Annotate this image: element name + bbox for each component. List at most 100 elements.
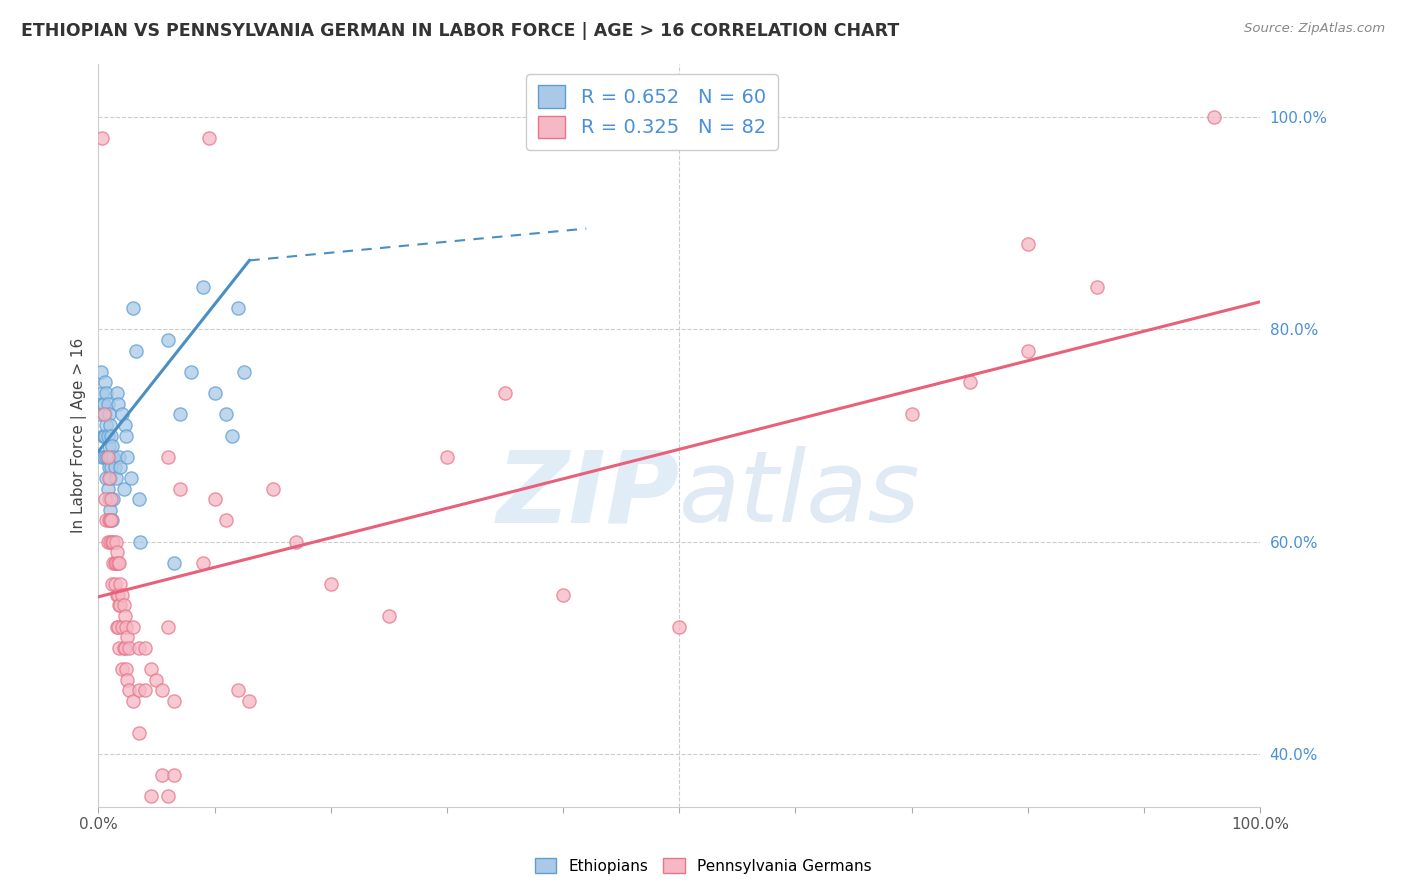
Point bbox=[112, 482, 135, 496]
Point bbox=[97, 513, 120, 527]
Point bbox=[96, 386, 118, 401]
Point bbox=[89, 407, 111, 421]
Point bbox=[232, 365, 254, 379]
Point bbox=[98, 471, 121, 485]
Point bbox=[93, 397, 115, 411]
Point bbox=[104, 460, 127, 475]
Point bbox=[94, 407, 117, 421]
Point bbox=[108, 599, 131, 613]
Point bbox=[97, 450, 120, 464]
Point bbox=[107, 588, 129, 602]
Point bbox=[551, 588, 574, 602]
Point bbox=[117, 640, 139, 655]
Point bbox=[100, 428, 122, 442]
Point bbox=[215, 513, 238, 527]
Point bbox=[105, 619, 128, 633]
Point bbox=[90, 450, 112, 464]
Point bbox=[204, 492, 226, 507]
Point bbox=[93, 428, 115, 442]
Point bbox=[157, 450, 180, 464]
Point bbox=[97, 482, 120, 496]
Point bbox=[114, 640, 136, 655]
Point bbox=[91, 428, 114, 442]
Point bbox=[1017, 237, 1039, 252]
Point bbox=[91, 397, 114, 411]
Point bbox=[120, 471, 142, 485]
Point bbox=[115, 662, 138, 676]
Point bbox=[157, 789, 180, 804]
Point bbox=[98, 450, 121, 464]
Point bbox=[191, 280, 214, 294]
Point bbox=[97, 460, 120, 475]
Point bbox=[134, 683, 156, 698]
Point bbox=[97, 471, 120, 485]
Point bbox=[94, 376, 117, 390]
Y-axis label: In Labor Force | Age > 16: In Labor Force | Age > 16 bbox=[72, 338, 87, 533]
Point bbox=[215, 407, 238, 421]
Point bbox=[319, 577, 342, 591]
Point bbox=[180, 365, 202, 379]
Point bbox=[169, 407, 191, 421]
Point bbox=[117, 683, 139, 698]
Point bbox=[114, 609, 136, 624]
Point bbox=[262, 482, 284, 496]
Point bbox=[94, 428, 117, 442]
Point bbox=[98, 503, 121, 517]
Point bbox=[107, 397, 129, 411]
Point bbox=[96, 471, 118, 485]
Point bbox=[110, 577, 132, 591]
Point bbox=[128, 492, 150, 507]
Point bbox=[108, 450, 131, 464]
Text: Source: ZipAtlas.com: Source: ZipAtlas.com bbox=[1244, 22, 1385, 36]
Point bbox=[1017, 343, 1039, 358]
Point bbox=[94, 492, 117, 507]
Point bbox=[150, 683, 173, 698]
Point bbox=[108, 556, 131, 570]
Point bbox=[105, 588, 128, 602]
Point bbox=[100, 513, 122, 527]
Point bbox=[110, 599, 132, 613]
Point bbox=[98, 417, 121, 432]
Point bbox=[494, 386, 516, 401]
Point bbox=[112, 599, 135, 613]
Point bbox=[668, 619, 690, 633]
Point bbox=[139, 662, 162, 676]
Point bbox=[163, 768, 186, 782]
Point bbox=[98, 513, 121, 527]
Point bbox=[191, 556, 214, 570]
Point bbox=[101, 577, 124, 591]
Point bbox=[1085, 280, 1108, 294]
Point bbox=[98, 534, 121, 549]
Point bbox=[157, 333, 180, 347]
Point bbox=[122, 694, 145, 708]
Point bbox=[90, 386, 112, 401]
Text: ZIP: ZIP bbox=[496, 447, 679, 543]
Point bbox=[122, 301, 145, 315]
Text: ETHIOPIAN VS PENNSYLVANIA GERMAN IN LABOR FORCE | AGE > 16 CORRELATION CHART: ETHIOPIAN VS PENNSYLVANIA GERMAN IN LABO… bbox=[21, 22, 900, 40]
Point bbox=[105, 386, 128, 401]
Point bbox=[103, 492, 125, 507]
Point bbox=[104, 556, 127, 570]
Point bbox=[96, 513, 118, 527]
Point bbox=[96, 450, 118, 464]
Point bbox=[112, 640, 135, 655]
Point bbox=[115, 619, 138, 633]
Legend: R = 0.652   N = 60, R = 0.325   N = 82: R = 0.652 N = 60, R = 0.325 N = 82 bbox=[526, 74, 778, 150]
Point bbox=[100, 460, 122, 475]
Point bbox=[157, 619, 180, 633]
Point bbox=[93, 407, 115, 421]
Point bbox=[110, 407, 132, 421]
Point bbox=[97, 450, 120, 464]
Point bbox=[128, 640, 150, 655]
Point bbox=[117, 450, 139, 464]
Point bbox=[110, 619, 132, 633]
Point bbox=[107, 619, 129, 633]
Point bbox=[128, 683, 150, 698]
Legend: Ethiopians, Pennsylvania Germans: Ethiopians, Pennsylvania Germans bbox=[529, 852, 877, 880]
Point bbox=[128, 725, 150, 739]
Point bbox=[97, 492, 120, 507]
Point bbox=[107, 556, 129, 570]
Point bbox=[163, 556, 186, 570]
Point bbox=[97, 397, 120, 411]
Point bbox=[226, 683, 249, 698]
